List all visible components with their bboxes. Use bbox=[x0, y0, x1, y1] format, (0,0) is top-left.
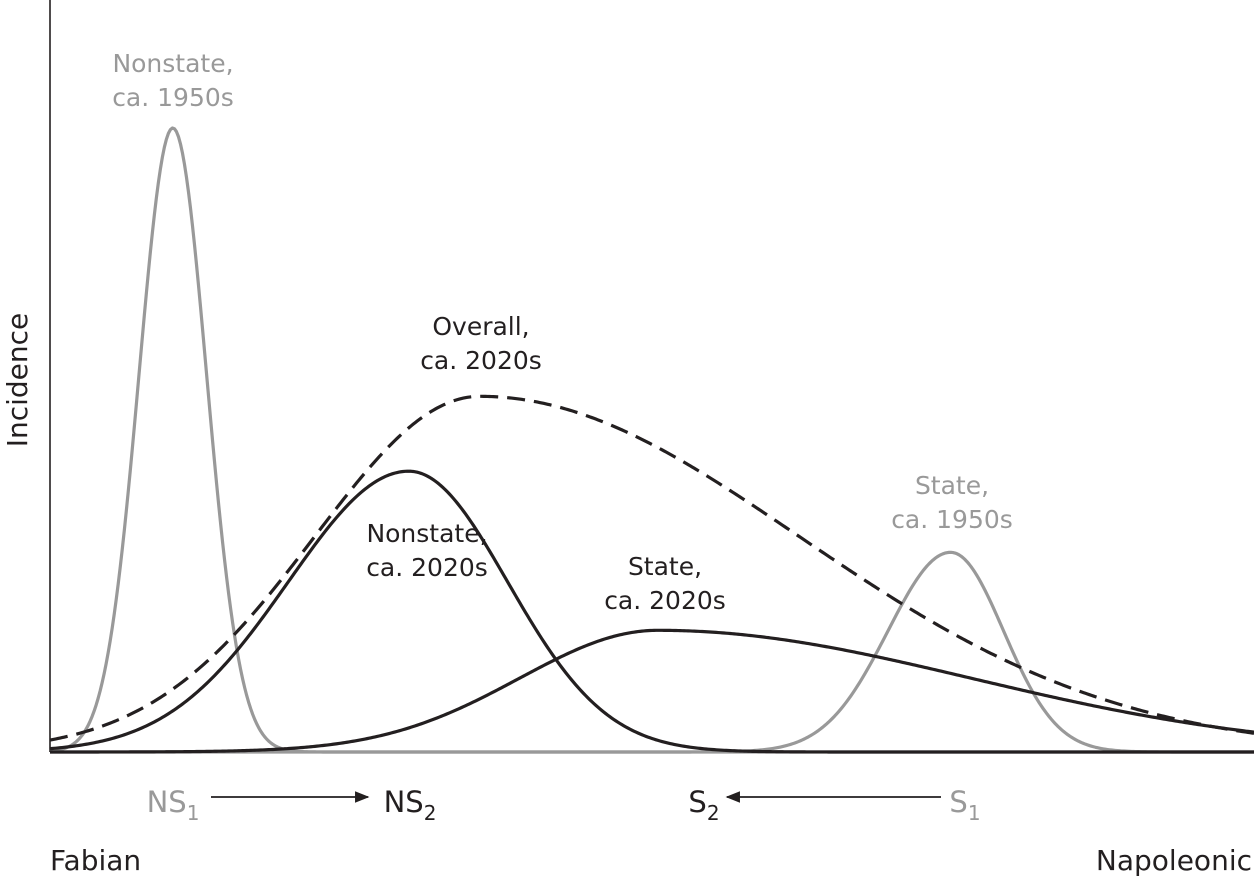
curve-label-state-1950s-line-2: ca. 1950s bbox=[891, 505, 1013, 534]
x-axis-right-label: Napoleonic bbox=[1096, 844, 1252, 877]
curve-label-nonstate-1950s-line-2: ca. 1950s bbox=[112, 83, 234, 112]
curve-state-2020s bbox=[50, 628, 1254, 754]
curve-label-state-2020s-line-1: State, bbox=[628, 552, 702, 581]
curve-label-state-1950s-line-1: State, bbox=[915, 471, 989, 500]
curve-labels-layer: Nonstate, ca. 1950s State, ca. 1950s Nonstat… bbox=[112, 49, 1013, 615]
marker-s2-subscript: 2 bbox=[707, 801, 720, 825]
curves-layer bbox=[49, 126, 1254, 754]
marker-s2-base: S bbox=[688, 785, 706, 819]
curve-label-nonstate-2020s-line-2: ca. 2020s bbox=[366, 553, 488, 582]
y-axis-label: Incidence bbox=[1, 313, 34, 448]
marker-ns2-subscript: 2 bbox=[424, 801, 437, 825]
marker-s2: S2 bbox=[688, 785, 719, 825]
marker-ns2: NS2 bbox=[384, 785, 437, 825]
curve-state-1950s bbox=[50, 550, 1254, 754]
curve-label-nonstate-2020s-line-1: Nonstate, bbox=[366, 519, 487, 548]
curve-label-nonstate-1950s-line-1: Nonstate, bbox=[112, 49, 233, 78]
marker-ns1: NS1 bbox=[147, 785, 200, 825]
curve-label-overall-2020s-line-2: ca. 2020s bbox=[420, 346, 542, 375]
curve-label-overall-2020s-line-1: Overall, bbox=[432, 312, 529, 341]
marker-ns2-base: NS bbox=[384, 785, 424, 819]
curve-nonstate-2020s bbox=[49, 469, 1254, 754]
marker-s1-subscript: 1 bbox=[968, 801, 981, 825]
x-axis-left-label: Fabian bbox=[50, 844, 141, 877]
marker-ns1-base: NS bbox=[147, 785, 187, 819]
marker-s1: S1 bbox=[949, 785, 980, 825]
markers-layer: NS1 NS2 S2 S1 bbox=[147, 785, 981, 825]
marker-s1-base: S bbox=[949, 785, 967, 819]
marker-ns1-subscript: 1 bbox=[187, 801, 200, 825]
curve-label-state-2020s-line-2: ca. 2020s bbox=[604, 586, 726, 615]
